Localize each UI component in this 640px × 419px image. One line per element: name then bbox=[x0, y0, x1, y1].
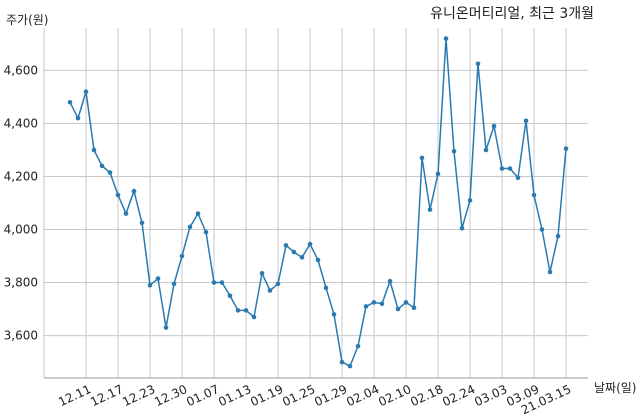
data-point bbox=[515, 175, 521, 181]
data-point bbox=[363, 304, 369, 309]
data-point bbox=[435, 171, 441, 177]
data-point bbox=[475, 61, 481, 67]
data-point bbox=[307, 241, 313, 247]
data-point bbox=[259, 270, 265, 276]
data-point bbox=[267, 288, 273, 293]
data-point bbox=[227, 293, 233, 299]
axes bbox=[43, 28, 588, 379]
x-tick-label: 01.07 bbox=[184, 382, 221, 409]
x-axis-ticks: 12.1112.1712.2312.3001.0701.1301.1901.25… bbox=[56, 382, 573, 417]
data-point bbox=[187, 224, 193, 230]
data-point bbox=[539, 227, 545, 232]
data-point bbox=[323, 285, 329, 291]
data-point bbox=[299, 255, 305, 260]
data-point bbox=[379, 301, 385, 307]
x-axis-label: 날짜(일) bbox=[594, 381, 636, 395]
data-point bbox=[547, 269, 553, 275]
price-line bbox=[69, 38, 567, 368]
data-point bbox=[251, 314, 257, 320]
data-point bbox=[243, 308, 249, 313]
series-line bbox=[69, 38, 567, 368]
data-point bbox=[467, 198, 473, 203]
data-point bbox=[179, 253, 185, 259]
x-tick-label: 12.17 bbox=[88, 382, 125, 409]
data-point bbox=[331, 312, 337, 317]
data-point bbox=[491, 123, 497, 129]
data-point bbox=[523, 118, 529, 124]
data-point bbox=[395, 306, 401, 312]
x-tick-label: 12.30 bbox=[152, 382, 189, 409]
x-tick-label: 02.04 bbox=[344, 382, 381, 409]
x-tick-label: 01.29 bbox=[312, 382, 349, 409]
data-point bbox=[555, 233, 561, 239]
data-point bbox=[315, 257, 321, 263]
data-point bbox=[339, 359, 345, 365]
data-point bbox=[75, 115, 81, 121]
data-point bbox=[115, 192, 121, 198]
series-points bbox=[67, 36, 569, 369]
data-point bbox=[459, 225, 465, 231]
data-point bbox=[427, 207, 433, 212]
data-point bbox=[403, 300, 409, 305]
x-tick-label: 02.24 bbox=[440, 382, 477, 409]
data-point bbox=[99, 163, 105, 169]
data-point bbox=[91, 147, 97, 153]
y-tick-label: 4,200 bbox=[4, 169, 38, 183]
data-point bbox=[499, 166, 505, 171]
data-point bbox=[131, 188, 137, 194]
y-tick-label: 4,400 bbox=[4, 116, 38, 130]
x-tick-label: 03.03 bbox=[472, 382, 509, 409]
y-tick-label: 3,600 bbox=[4, 329, 38, 343]
data-point bbox=[123, 211, 129, 216]
data-point bbox=[163, 325, 169, 330]
y-tick-label: 4,600 bbox=[4, 63, 38, 77]
x-tick-label: 01.25 bbox=[280, 382, 317, 409]
data-point bbox=[411, 305, 417, 311]
data-point bbox=[371, 300, 377, 305]
data-point bbox=[171, 281, 177, 287]
data-point bbox=[235, 308, 241, 313]
data-point bbox=[283, 243, 289, 248]
data-point bbox=[419, 155, 425, 161]
data-point bbox=[107, 170, 113, 175]
x-tick-label: 02.18 bbox=[408, 382, 445, 409]
data-point bbox=[211, 280, 217, 285]
data-point bbox=[203, 229, 209, 235]
y-axis-ticks: 3,600 3,800 4,000 4,200 4,400 4,600 bbox=[4, 63, 38, 342]
y-tick-label: 3,800 bbox=[4, 276, 38, 290]
data-point bbox=[507, 166, 513, 171]
data-point bbox=[291, 249, 297, 255]
chart-title: 유니온머티리얼, 최근 3개월 bbox=[430, 6, 594, 22]
data-point bbox=[195, 211, 201, 216]
data-point bbox=[483, 147, 489, 153]
x-tick-label: 01.19 bbox=[248, 382, 285, 409]
x-tick-label: 12.11 bbox=[56, 382, 93, 409]
data-point bbox=[155, 276, 161, 281]
y-axis-label: 주가(원) bbox=[6, 13, 48, 27]
data-point bbox=[531, 192, 537, 198]
data-point bbox=[219, 280, 225, 285]
data-point bbox=[355, 343, 361, 349]
data-point bbox=[83, 89, 89, 94]
data-point bbox=[451, 148, 457, 154]
x-tick-label: 02.10 bbox=[376, 382, 413, 409]
data-point bbox=[387, 278, 393, 284]
x-tick-label: 01.13 bbox=[216, 382, 253, 409]
y-tick-label: 4,000 bbox=[4, 223, 38, 237]
x-tick-label: 12.23 bbox=[120, 382, 157, 409]
data-point bbox=[139, 220, 145, 226]
data-point bbox=[563, 146, 569, 151]
data-point bbox=[347, 363, 353, 369]
data-point bbox=[67, 99, 73, 105]
data-point bbox=[443, 36, 449, 41]
grid bbox=[44, 28, 588, 378]
data-point bbox=[275, 281, 281, 287]
data-point bbox=[147, 282, 153, 288]
